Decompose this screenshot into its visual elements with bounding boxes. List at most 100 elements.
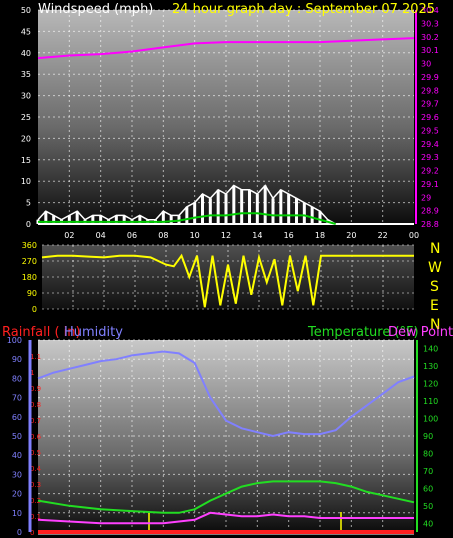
- temperature-tick-label: 110: [423, 397, 438, 406]
- pressure-tick-label: 28.9: [421, 207, 439, 216]
- pressure-tick-label: 29.7: [421, 100, 439, 109]
- wind-tick-label: 15: [21, 156, 31, 165]
- rain-tick-label: 1: [30, 369, 34, 377]
- rainfall-label: Rainfall ( in): [2, 325, 81, 340]
- temperature-tick-label: 70: [423, 467, 433, 476]
- hour-tick-label: 00: [409, 231, 419, 240]
- rain-tick-label: 0.2: [30, 497, 41, 505]
- wind-tick-label: 20: [21, 134, 31, 143]
- compass-label-n1: N: [430, 241, 440, 257]
- humidity-tick-label: 80: [12, 374, 22, 383]
- rain-tick-label: 0.1: [30, 513, 41, 521]
- hour-tick-label: 20: [346, 231, 356, 240]
- hour-tick-label: 06: [127, 231, 137, 240]
- temperature-tick-label: 130: [423, 362, 438, 371]
- rain-tick-label: 0.6: [30, 433, 42, 441]
- direction-tick-label: 180: [22, 273, 37, 282]
- temperature-line: [37, 480, 415, 514]
- direction-tick-label: 270: [22, 257, 37, 266]
- hour-tick-label: 08: [158, 231, 168, 240]
- pressure-tick-label: 29.8: [421, 86, 439, 95]
- pressure-tick-label: 29.3: [421, 153, 439, 162]
- pressure-tick-label: 29.5: [421, 126, 439, 135]
- grid-lines: [38, 9, 414, 533]
- humidity-tick-label: 30: [12, 470, 22, 479]
- rain-tick-label: 0.4: [30, 465, 42, 473]
- compass-label-w: W: [428, 260, 442, 276]
- humidity-tick-label: 100: [7, 336, 22, 345]
- humidity-tick-label: 20: [12, 490, 22, 499]
- temperature-tick-label: 140: [423, 345, 438, 354]
- wind-direction-line: [41, 253, 414, 308]
- pressure-tick-label: 30.1: [421, 46, 439, 55]
- humidity-label: Humidity: [64, 325, 123, 340]
- temperature-tick-label: 80: [423, 449, 433, 458]
- wind-tick-label: 25: [21, 113, 31, 122]
- pressure-tick-label: 29.2: [421, 167, 439, 176]
- pressure-tick-label: 30.2: [421, 33, 439, 42]
- hour-tick-label: 22: [378, 231, 388, 240]
- temperature-tick-label: 90: [423, 432, 433, 441]
- rain-tick-label: 0.3: [30, 481, 41, 489]
- humidity-tick-label: 50: [12, 432, 22, 441]
- compass-labels: N W S E N: [428, 241, 442, 333]
- compass-label-e: E: [430, 298, 439, 314]
- temperature-tick-label: 40: [423, 519, 433, 528]
- wind-tick-label: 50: [21, 6, 31, 15]
- humidity-tick-label: 10: [12, 509, 22, 518]
- rain-tick-label: 0.5: [30, 449, 41, 457]
- humidity-tick-label: 70: [12, 394, 22, 403]
- humidity-line: [37, 350, 415, 438]
- dewpoint-line: [37, 511, 414, 525]
- rain-tick-label: 0: [30, 529, 34, 537]
- pressure-tick-label: 30.4: [421, 6, 439, 15]
- rain-tick-label: 1.1: [30, 353, 41, 361]
- rain-tick-label: 0.8: [30, 401, 41, 409]
- rain-tick-label: 0.9: [30, 385, 41, 393]
- direction-tick-label: 90: [27, 289, 37, 298]
- hour-tick-label: 16: [284, 231, 294, 240]
- pressure-tick-label: 29.6: [421, 113, 439, 122]
- pressure-tick-label: 29.9: [421, 73, 439, 82]
- hour-tick-label: 02: [64, 231, 74, 240]
- dewpoint-label: Dew Point: [388, 325, 453, 340]
- humidity-tick-label: 0: [17, 528, 22, 537]
- temperature-tick-label: 100: [423, 415, 438, 424]
- temperature-tick-label: 60: [423, 484, 433, 493]
- temperature-tick-label: 50: [423, 502, 433, 511]
- humidity-tick-label: 60: [12, 413, 22, 422]
- wind-tick-label: 40: [21, 49, 31, 58]
- wind-tick-label: 10: [21, 177, 31, 186]
- pressure-tick-label: 30.3: [421, 19, 439, 28]
- hour-tick-label: 14: [252, 231, 262, 240]
- compass-label-s: S: [430, 279, 439, 295]
- hour-tick-label: 04: [96, 231, 106, 240]
- wind-tick-label: 35: [21, 70, 31, 79]
- direction-tick-label: 0: [32, 305, 37, 314]
- pressure-tick-label: 30: [421, 60, 431, 69]
- pressure-tick-label: 29.4: [421, 140, 439, 149]
- pressure-tick-label: 28.8: [421, 220, 439, 229]
- wind-average-line: [38, 212, 336, 225]
- wind-tick-label: 5: [26, 199, 31, 208]
- hour-tick-label: 18: [315, 231, 325, 240]
- temperature-tick-label: 120: [423, 380, 438, 389]
- pressure-tick-label: 29: [421, 193, 431, 202]
- wind-tick-label: 0: [26, 220, 31, 229]
- wind-title: Windspeed (mph): [38, 2, 153, 17]
- humidity-tick-label: 90: [12, 355, 22, 364]
- wind-gust-line: [37, 184, 337, 225]
- compass-label-n2: N: [430, 317, 440, 333]
- pressure-line: [37, 37, 415, 60]
- rain-tick-label: 0.7: [30, 417, 41, 425]
- series-lines: [36, 37, 415, 534]
- hour-tick-label: 10: [190, 231, 200, 240]
- wind-tick-label: 45: [21, 27, 31, 36]
- pressure-tick-label: 29.1: [421, 180, 439, 189]
- direction-tick-label: 360: [22, 241, 37, 250]
- temperature-label: Temperature (°F): [307, 325, 419, 340]
- humidity-tick-label: 40: [12, 451, 22, 460]
- graph-title: 24 hour graph day : September 07 2025: [172, 2, 435, 17]
- hour-tick-label: 12: [221, 231, 231, 240]
